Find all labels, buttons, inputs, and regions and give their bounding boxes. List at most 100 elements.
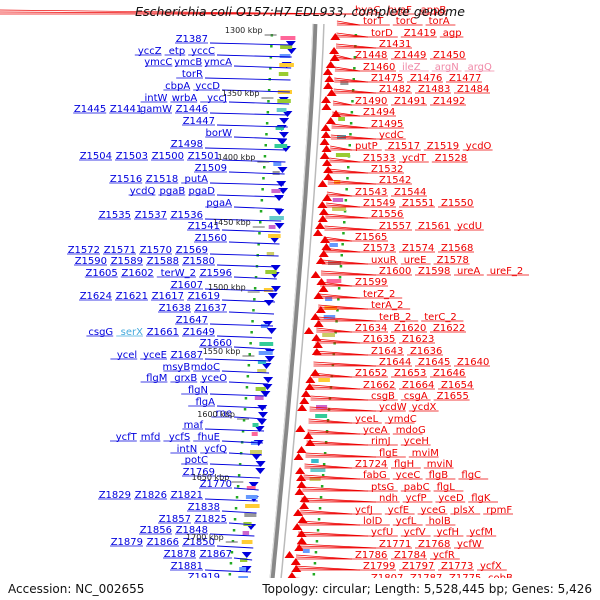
gene-label-right[interactable]: Z1460 — [363, 62, 395, 73]
gene-label-right[interactable]: Z1643 — [371, 346, 403, 357]
gene-label-left[interactable]: serX — [121, 327, 143, 338]
gene-label-right[interactable]: Z1532 — [371, 164, 403, 175]
gene-label-right[interactable]: Z1598 — [418, 266, 450, 277]
gene-label-left[interactable]: terW_2 — [161, 268, 196, 279]
gene-label-right[interactable]: Z1771 — [379, 539, 411, 550]
gene-label-right[interactable]: flgE — [379, 448, 398, 459]
gene-label-right[interactable]: ycdX — [412, 402, 437, 413]
gene-label-right[interactable]: Z1768 — [418, 539, 450, 550]
gene-label-right[interactable]: torT — [363, 16, 384, 27]
gene-label-right[interactable]: appB — [421, 5, 447, 16]
gene-label-right[interactable]: Z1419 — [404, 28, 436, 39]
gene-label-right[interactable]: ycfU — [371, 527, 393, 538]
gene-label-left[interactable]: Z1649 — [183, 327, 215, 338]
gene-label-right[interactable]: lolD — [363, 516, 383, 527]
gene-label-left[interactable]: Z1838 — [188, 502, 220, 513]
gene-label-right[interactable]: torC — [396, 16, 417, 27]
gene-label-right[interactable]: Z1599 — [355, 277, 387, 288]
gene-label-left[interactable]: Z1571 — [104, 245, 136, 256]
gene-label-right[interactable]: Z1644 — [379, 357, 411, 368]
gene-label-right[interactable]: ycfR — [433, 550, 455, 561]
gene-label-right[interactable]: uxuR — [371, 255, 397, 266]
gene-label-right[interactable]: Z1543 — [355, 187, 387, 198]
gene-label-right[interactable]: Z1636 — [410, 346, 442, 357]
gene-label-left[interactable]: Z1445 — [74, 104, 106, 115]
gene-label-right[interactable]: Z1622 — [433, 323, 465, 334]
gene-label-right[interactable]: putP — [355, 141, 378, 152]
gene-label-right[interactable]: Z1652 — [355, 368, 387, 379]
gene-label-left[interactable]: ymcA — [204, 57, 232, 68]
gene-label-right[interactable]: plsX — [453, 505, 474, 516]
gene-label-right[interactable]: Z1646 — [433, 368, 465, 379]
gene-label-right[interactable]: argQ — [468, 62, 492, 73]
gene-label-right[interactable]: ycfM — [469, 527, 493, 538]
gene-label-left[interactable]: Z1621 — [116, 291, 148, 302]
gene-label-right[interactable]: rimJ — [371, 436, 391, 447]
gene-label-left[interactable]: wrbA — [172, 93, 198, 104]
gene-label-left[interactable]: csgG — [88, 327, 113, 338]
gene-label-right[interactable]: Z1784 — [394, 550, 426, 561]
gene-label-right[interactable]: Z1533 — [363, 153, 395, 164]
gene-label-left[interactable]: Z1826 — [135, 490, 167, 501]
gene-label-right[interactable]: ycdO — [466, 141, 492, 152]
gene-label-right[interactable]: flgL — [437, 482, 456, 493]
gene-label-right[interactable]: Z1645 — [418, 357, 450, 368]
gene-label-right[interactable]: Z1544 — [394, 187, 426, 198]
gene-label-right[interactable]: Z1483 — [418, 84, 450, 95]
gene-label-right[interactable]: Z1664 — [402, 380, 434, 391]
gene-label-right[interactable]: yceH — [404, 436, 429, 447]
gene-label-left[interactable]: rne — [216, 408, 232, 419]
gene-label-left[interactable]: potC — [185, 455, 208, 466]
gene-label-left[interactable]: Z1447 — [183, 116, 215, 127]
gene-label-right[interactable]: Z1551 — [402, 198, 434, 209]
gene-label-right[interactable]: ycfJ — [355, 505, 373, 516]
gene-label-right[interactable]: Z1724 — [355, 459, 387, 470]
gene-label-right[interactable]: flgB — [429, 470, 449, 481]
gene-label-left[interactable]: Z1769 — [183, 467, 215, 478]
gene-label-left[interactable]: mfd — [141, 432, 161, 443]
gene-label-right[interactable]: ycdT — [402, 153, 427, 164]
gene-label-right[interactable]: torA — [429, 16, 450, 27]
gene-label-right[interactable]: ndh — [379, 493, 398, 504]
gene-label-left[interactable]: yccJ — [207, 93, 227, 104]
gene-label-right[interactable]: Z1449 — [394, 50, 426, 61]
gene-label-right[interactable]: Z1654 — [441, 380, 473, 391]
gene-label-left[interactable]: ymcB — [174, 57, 202, 68]
gene-label-right[interactable]: flgC — [461, 470, 481, 481]
gene-label-left[interactable]: ycfT — [116, 432, 138, 443]
gene-label-left[interactable]: Z1602 — [121, 268, 153, 279]
gene-label-left[interactable]: Z1881 — [171, 561, 203, 572]
gene-label-left[interactable]: Z1619 — [188, 291, 220, 302]
gene-label-left[interactable]: Z1589 — [111, 256, 143, 267]
gene-label-right[interactable]: yceC — [396, 470, 421, 481]
gene-label-left[interactable]: ycdQ — [130, 186, 156, 197]
gene-label-right[interactable]: Z1491 — [394, 96, 426, 107]
gene-label-right[interactable]: Z1542 — [379, 175, 411, 186]
gene-label-right[interactable]: ycfX — [480, 561, 502, 572]
gene-label-left[interactable]: ymcC — [144, 57, 172, 68]
gene-label-left[interactable]: Z1441 — [110, 104, 142, 115]
gene-label-right[interactable]: ycfH — [437, 527, 459, 538]
gene-label-left[interactable]: fhuE — [197, 432, 220, 443]
gene-label-left[interactable]: Z1617 — [152, 291, 184, 302]
gene-label-right[interactable]: Z1450 — [433, 50, 465, 61]
gene-label-left[interactable]: putA — [185, 174, 209, 185]
gene-label-right[interactable]: Z1653 — [394, 368, 426, 379]
gene-label-left[interactable]: Z1572 — [68, 245, 100, 256]
gene-label-left[interactable]: Z1536 — [171, 210, 203, 221]
gene-label-right[interactable]: Z1600 — [379, 266, 411, 277]
gene-label-right[interactable]: Z1519 — [427, 141, 459, 152]
gene-label-right[interactable]: Z1578 — [437, 255, 469, 266]
gene-label-right[interactable]: rpmF — [486, 505, 512, 516]
gene-label-left[interactable]: Z1504 — [80, 151, 112, 162]
gene-label-right[interactable]: Z1476 — [410, 73, 442, 84]
gene-label-left[interactable]: Z1569 — [176, 245, 208, 256]
gene-label-left[interactable]: ycfQ — [204, 444, 227, 455]
gene-label-right[interactable]: Z1494 — [363, 107, 395, 118]
gene-label-right[interactable]: ycfE — [388, 505, 409, 516]
gene-label-left[interactable]: Z1580 — [183, 256, 215, 267]
gene-label-left[interactable]: Z1498 — [171, 139, 203, 150]
gene-label-right[interactable]: Z1634 — [355, 323, 387, 334]
gene-label-right[interactable]: ycfV — [404, 527, 426, 538]
gene-label-left[interactable]: Z1848 — [176, 525, 208, 536]
